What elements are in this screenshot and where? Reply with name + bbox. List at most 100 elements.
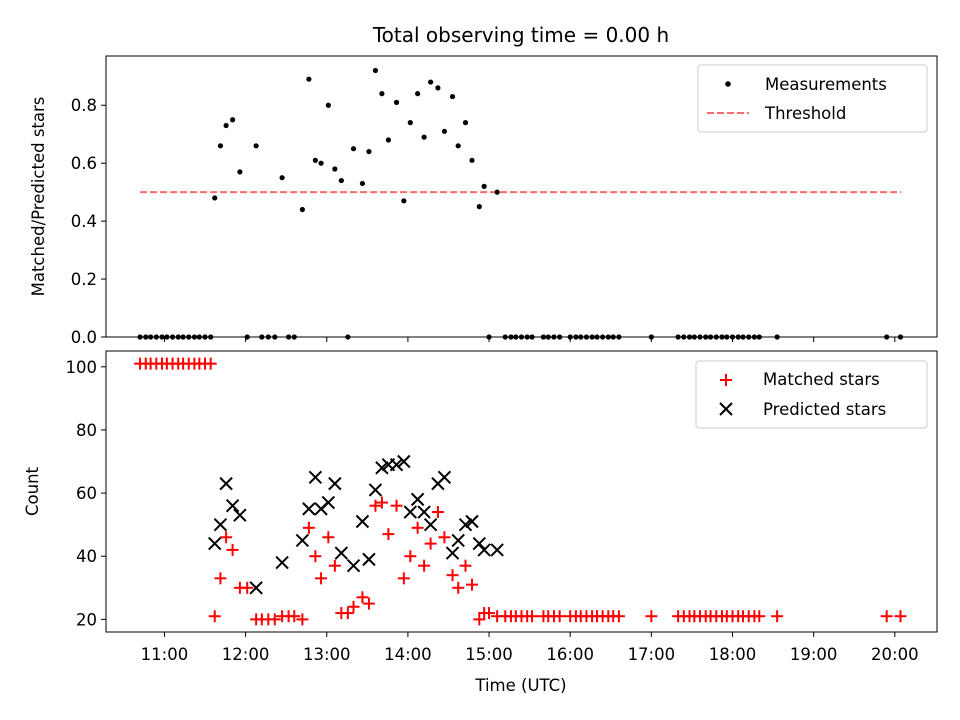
predicted-star-point [417,505,431,519]
measurement-point [359,180,366,187]
matched-star-point [226,543,239,556]
predicted-star-point [397,454,411,469]
measurement-point [217,143,224,149]
predicted-star-point [423,517,438,532]
measurement-point [306,76,312,82]
matched-star-point [328,559,341,572]
matched-star-point [771,610,784,623]
measurement-point [318,160,324,166]
matched-star-point [241,581,254,594]
predicted-star-point [328,476,342,491]
legend-threshold-label: Threshold [764,104,846,123]
predicted-star-point [477,543,491,557]
x-tick-label: 11:00 [141,645,189,664]
predicted-star-point [445,546,460,560]
y-tick-label: 0.0 [71,328,97,347]
matched-star-point [880,610,893,623]
predicted-star-point [410,492,425,507]
y-tick-label: 0.8 [71,96,97,115]
matched-star-point [268,613,281,626]
predicted-star-point [233,508,247,522]
measurement-point [212,195,218,201]
predicted-star-point [249,581,263,595]
predicted-star-point [437,470,452,484]
matched-star-point [375,496,388,509]
predicted-star-point [225,499,240,513]
bottom-legend-box [695,360,928,429]
matched-star-point [438,531,451,544]
y-tick-label: 100 [66,358,98,377]
legend-matched-marker [720,374,732,386]
y-tick-label: 40 [76,547,97,566]
matched-star-point [208,610,221,623]
y-tick-label: 0.6 [71,154,97,173]
bottom-axes-marks [134,357,907,626]
legend-matched-label: Matched stars [763,370,880,389]
x-tick-label: 20:00 [871,645,919,664]
measurement-point [415,91,421,97]
measurement-point [253,143,259,149]
legend-measurements-label: Measurements [765,75,887,94]
legend-predicted-label: Predicted stars [763,400,886,419]
measurement-point [223,122,229,129]
chart-title: Total observing time = 0.00 h [372,23,669,47]
measurement-point [379,91,385,97]
predicted-star-point [451,533,465,548]
predicted-star-point [302,502,316,516]
predicted-star-point [465,514,479,529]
matched-star-point [362,597,375,610]
predicted-star-point [472,536,487,551]
matched-star-point [612,610,625,623]
top-legend-box [697,64,928,133]
matched-star-point [424,537,437,550]
matched-star-point [411,521,424,534]
x-axis-label: Time (UTC) [474,676,566,695]
legend-measurements-marker [725,81,731,87]
y-tick-label: 0.4 [71,212,97,231]
measurement-point [393,99,400,105]
measurement-point [385,137,392,143]
matched-star-point [220,531,233,544]
y-tick-label: 20 [76,610,97,629]
bottom-axes-frame [105,350,938,633]
measurement-point [350,146,357,152]
measurement-point [407,120,413,126]
measurement-point [372,67,379,74]
measurement-point [421,134,427,140]
x-tick-label: 12:00 [222,645,270,664]
measurement-point [229,117,236,123]
matched-star-point [526,610,539,623]
measurement-point [325,102,331,108]
measurement-point [455,143,461,149]
matched-star-point [431,506,444,519]
measurement-point [338,177,344,184]
matched-star-point [315,572,328,585]
y-tick-label: 0.2 [71,270,97,289]
measurement-point [462,120,469,126]
top-axes: 0.00.20.40.60.8 Matched/Predicted stars … [29,55,938,347]
matched-star-point [894,610,907,623]
predicted-star-point [295,533,310,548]
top-legend: Measurements Threshold [697,64,928,133]
legend-predicted-marker [719,402,733,416]
top-axes-frame [105,55,938,338]
predicted-star-point [219,476,233,491]
x-tick-label: 15:00 [465,645,513,664]
x-tick-label: 17:00 [628,645,676,664]
measurement-point [449,93,456,100]
matched-star-point [390,499,403,512]
y-tick-label: 80 [76,421,97,440]
measurement-point [428,79,434,85]
predicted-star-point [490,543,504,557]
x-tick-label: 19:00 [790,645,838,664]
y-tick-label: 60 [76,484,97,503]
matched-star-point [382,528,395,541]
predicted-star-point [308,470,323,484]
bottom-y-axis-label: Count [23,466,42,516]
matched-star-point [645,610,658,623]
measurement-point [494,189,500,195]
predicted-star-point [403,505,418,519]
matched-star-point [214,572,227,585]
bottom-axes-ticks: 20 40 60 80 100 11:00 12:00 13:00 14:00 15:00 16:0… [66,358,919,664]
matched-star-point [356,591,369,604]
